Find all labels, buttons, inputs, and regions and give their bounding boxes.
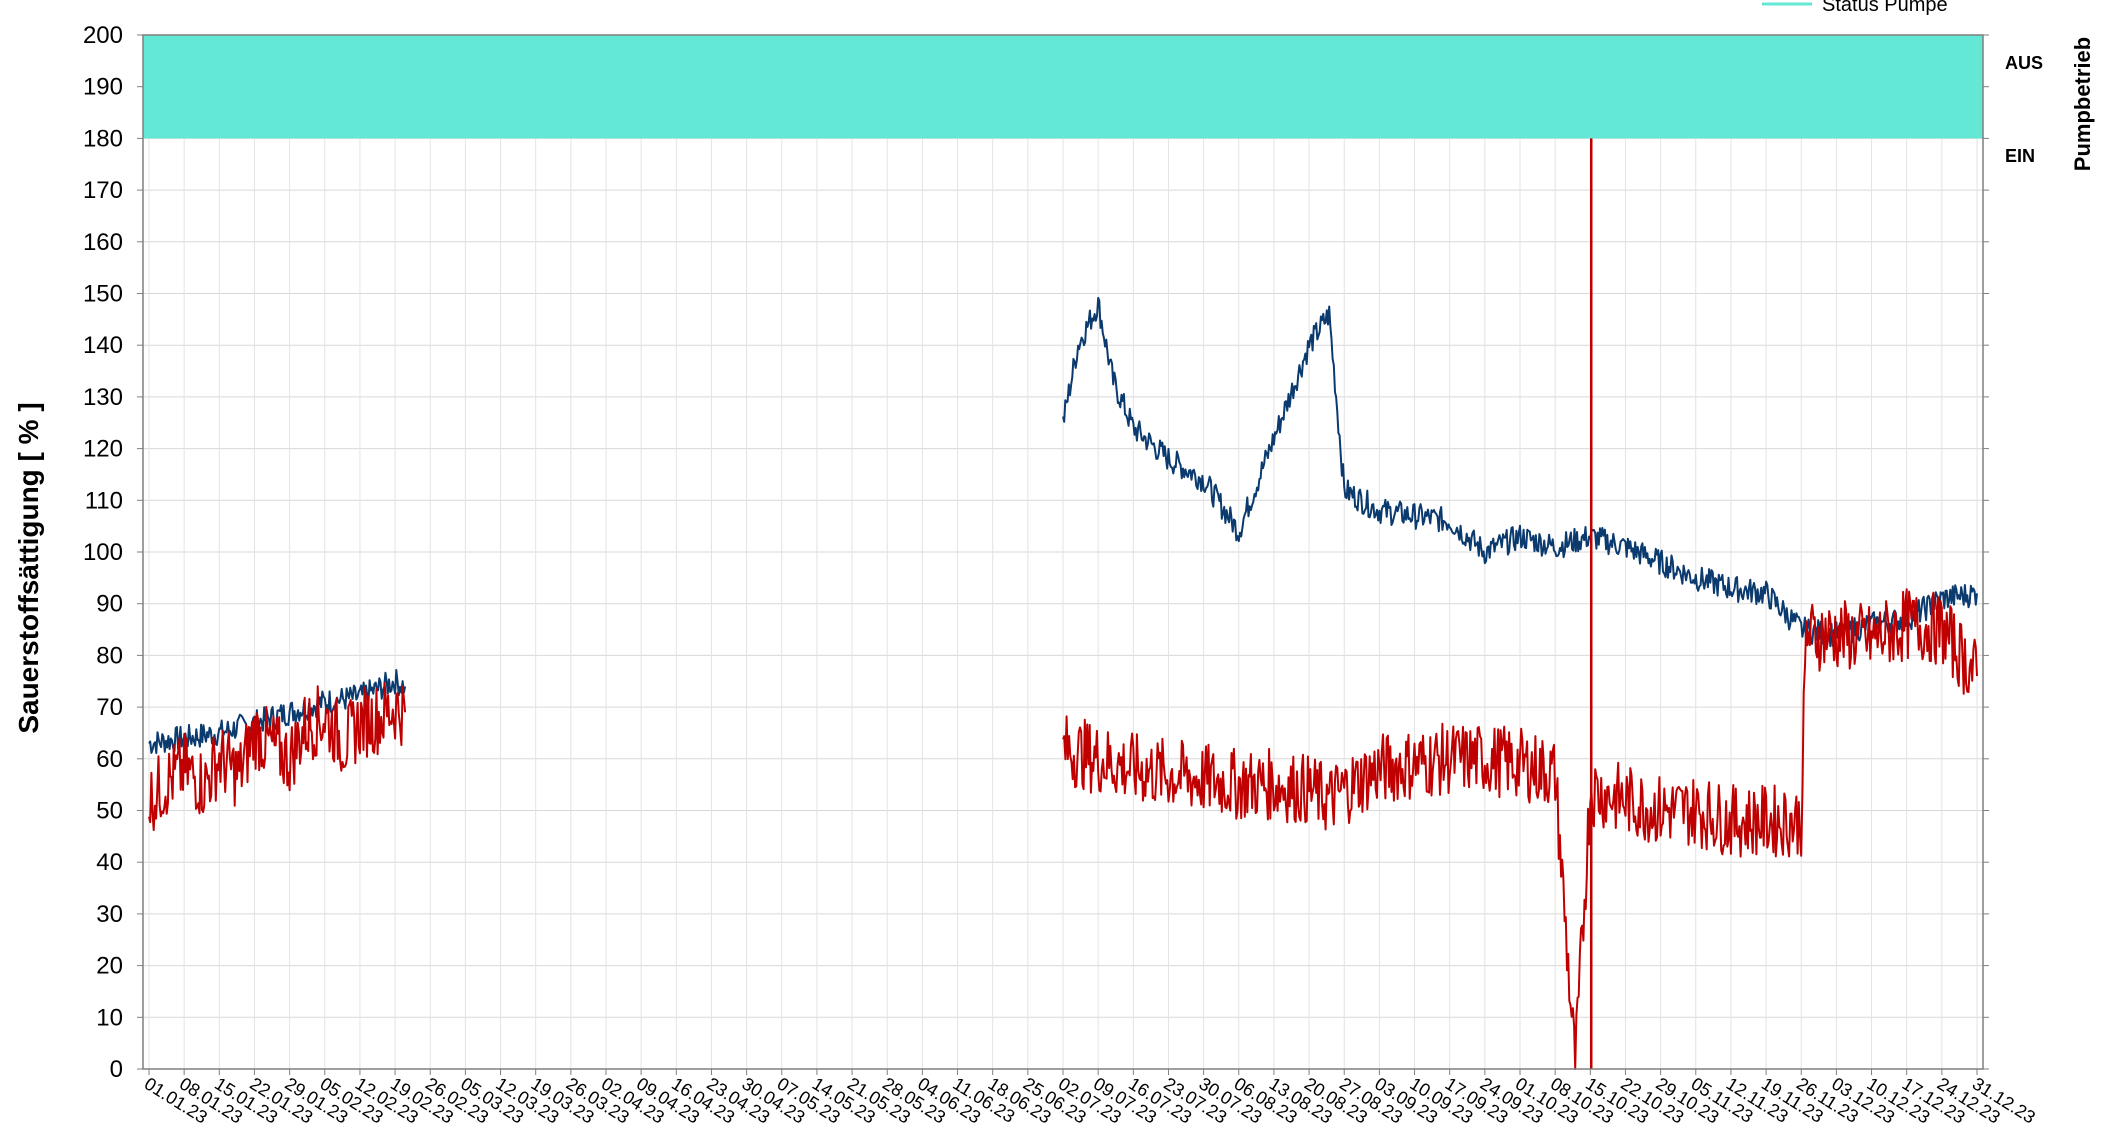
y-tick-label: 100 — [83, 539, 123, 566]
y-tick-label: 160 — [83, 229, 123, 256]
y-tick-label: 70 — [96, 694, 123, 721]
y-axis-ticks: 0 10 20 30 40 50 60 70 80 90 100 110 120 130 140 150 160… — [83, 22, 1989, 1083]
y-tick-label: 20 — [96, 953, 123, 980]
y-tick-label: 140 — [83, 332, 123, 359]
series-red-line — [148, 681, 407, 832]
y-tick-label: 60 — [96, 746, 123, 773]
right-tick-ein: EIN — [2005, 146, 2035, 166]
y-tick-label: 10 — [96, 1004, 123, 1031]
status-band — [143, 35, 1983, 139]
y-tick-label: 40 — [96, 849, 123, 876]
x-axis-ticks: 01.01.2308.01.2315.01.2322.01.2329.01.23… — [141, 1069, 2039, 1128]
y-tick-label: 180 — [83, 125, 123, 152]
y-tick-label: 90 — [96, 591, 123, 618]
right-axis-ticks: AUS EIN — [2005, 53, 2043, 166]
right-axis-label: Pumpbetrieb — [2070, 37, 2095, 171]
y-tick-label: 30 — [96, 901, 123, 928]
y-tick-label: 110 — [85, 487, 123, 514]
y-tick-label: 150 — [83, 281, 123, 308]
series-lines — [148, 296, 1978, 1070]
y-tick-label: 50 — [96, 798, 123, 825]
right-tick-aus: AUS — [2005, 53, 2043, 73]
y-axis-label: Sauerstoffsättigung [ % ] — [13, 402, 44, 733]
y-tick-label: 190 — [83, 74, 123, 101]
chart-grid — [143, 34, 1983, 1070]
y-tick-label: 200 — [83, 22, 123, 49]
legend-label: Status Pumpe — [1822, 0, 1948, 16]
y-tick-label: 0 — [110, 1056, 123, 1083]
y-tick-label: 120 — [83, 436, 123, 463]
y-tick-label: 170 — [83, 177, 123, 204]
y-tick-label: 80 — [96, 642, 123, 669]
series-red-line — [1062, 588, 1978, 1070]
y-tick-label: 130 — [83, 384, 123, 411]
legend: Status Pumpe — [1762, 0, 1948, 16]
